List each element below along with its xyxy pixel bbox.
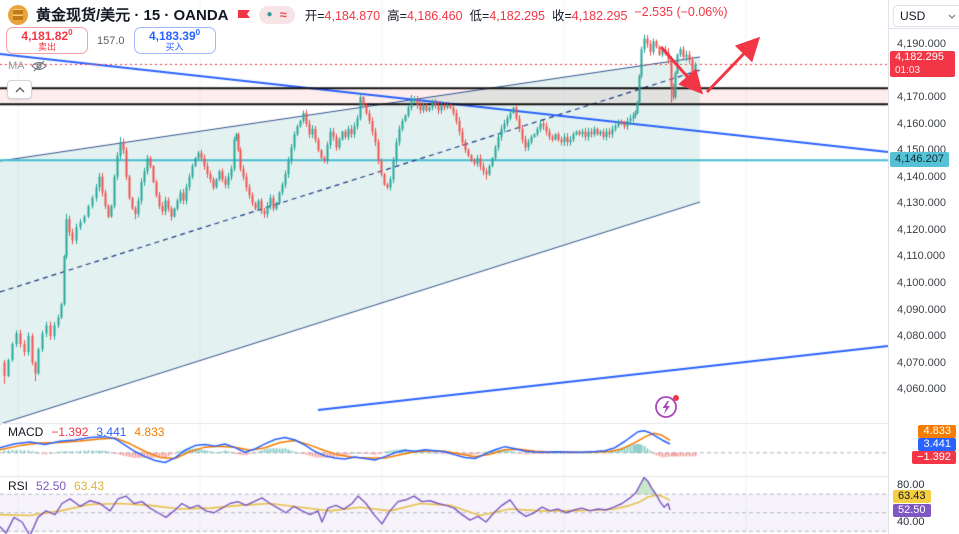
ma-indicator-row: MA: [8, 60, 47, 72]
rsi-value: 52.50: [36, 479, 67, 493]
rsi-legend: RSI 52.50 63.43: [8, 479, 104, 493]
price-tick-label: 4,160.000: [897, 117, 946, 130]
price-tick-label: 4,190.000: [897, 38, 946, 50]
ma-indicator-label[interactable]: MA: [8, 60, 25, 72]
low-value: 4,182.295: [489, 9, 545, 23]
price-tick-label: 4,140.000: [897, 170, 946, 183]
rsi-ma-badge: 63.43: [893, 490, 931, 503]
price-tick-label: 4,100.000: [897, 276, 946, 289]
arrow-down-drawing[interactable]: [659, 46, 703, 95]
price-tick-label: 4,120.000: [897, 223, 946, 236]
high-label: 高=: [387, 9, 407, 23]
ohlc-values: 开=4,184.870 高=4,186.460 低=4,182.295 收=4,…: [305, 5, 728, 24]
sell-price: 4,181.82: [21, 29, 69, 43]
macd-legend: MACD −1.392 3.441 4.833: [8, 425, 164, 439]
lightning-alert-icon[interactable]: [652, 391, 682, 421]
eye-hidden-icon[interactable]: [30, 60, 47, 72]
open-value: 4,184.870: [324, 9, 381, 23]
close-value: 4,182.295: [571, 9, 628, 23]
level-price-value: 4,146.207: [895, 153, 944, 166]
price-tick-label: 4,070.000: [897, 356, 946, 369]
rsi-tick-80: 80.00: [897, 479, 925, 491]
macd-line-badge: 3.441: [918, 438, 956, 451]
macd-hist-badge: −1.392: [912, 451, 956, 464]
macd-name[interactable]: MACD: [8, 425, 44, 439]
last-price-value: 4,182.295: [895, 51, 944, 64]
low-label: 低=: [469, 9, 490, 23]
rsi-ma-value: 63.43: [74, 479, 105, 493]
currency-selector[interactable]: USD: [893, 5, 959, 27]
price-tick-label: 4,110.000: [897, 250, 946, 263]
sell-label: 卖出: [37, 42, 56, 52]
buy-button[interactable]: 4,183.390 买入: [133, 27, 216, 54]
close-label: 收=: [551, 9, 572, 23]
macd-hist-value: −1.392: [51, 425, 89, 439]
last-price-badge: 4,182.295 01:03: [890, 51, 955, 78]
macd-signal-value: 4.833: [134, 425, 165, 439]
rsi-name[interactable]: RSI: [8, 479, 29, 493]
level-price-badge: 4,146.207: [890, 152, 949, 168]
symbol-title[interactable]: 黄金现货/美元 · 15 · OANDA: [36, 7, 229, 24]
high-value: 4,186.460: [406, 9, 463, 23]
buy-price-pip: 0: [195, 28, 201, 37]
axis-separator: [889, 28, 959, 29]
chevron-down-icon: [948, 14, 956, 19]
price-tick-label: 4,130.000: [897, 197, 946, 210]
arrow-up-drawing[interactable]: [705, 36, 761, 94]
flag-icon[interactable]: [237, 8, 251, 22]
buy-label: 买入: [165, 42, 184, 52]
symbol-legend: 黄金现货/美元 · 15 · OANDA ● ≈ 开=4,184.870 高=4…: [8, 4, 728, 25]
sell-button[interactable]: 4,181.820 卖出: [6, 27, 88, 54]
market-open-dot-icon: ●: [266, 8, 273, 20]
change-value: −2.535 (−0.06%): [634, 5, 728, 19]
rsi-value-badge: 52.50: [893, 504, 931, 517]
price-tick-label: 4,080.000: [897, 330, 946, 343]
macd-signal-badge: 4.833: [918, 425, 956, 438]
spread-value: 157.0: [97, 34, 125, 47]
price-tick-label: 4,060.000: [897, 383, 946, 396]
macd-line-value: 3.441: [96, 425, 127, 439]
sell-price-pip: 0: [68, 28, 73, 37]
collapse-panel-button[interactable]: [7, 80, 32, 99]
gold-symbol-logo-icon: [8, 4, 28, 25]
chevron-up-icon: [15, 86, 24, 92]
trade-widget: 4,181.820 卖出 157.0 4,183.390 买入: [6, 27, 216, 54]
buy-price: 4,183.39: [148, 29, 196, 43]
delayed-data-icon: ≈: [279, 7, 287, 22]
market-status-pill[interactable]: ● ≈: [258, 5, 295, 24]
price-tick-label: 4,170.000: [897, 91, 946, 104]
price-tick-label: 4,090.000: [897, 303, 946, 316]
bar-countdown: 01:03: [895, 65, 921, 77]
open-label: 开=: [304, 9, 325, 23]
rsi-tick-40: 40.00: [897, 516, 925, 528]
currency-label: USD: [900, 9, 926, 23]
